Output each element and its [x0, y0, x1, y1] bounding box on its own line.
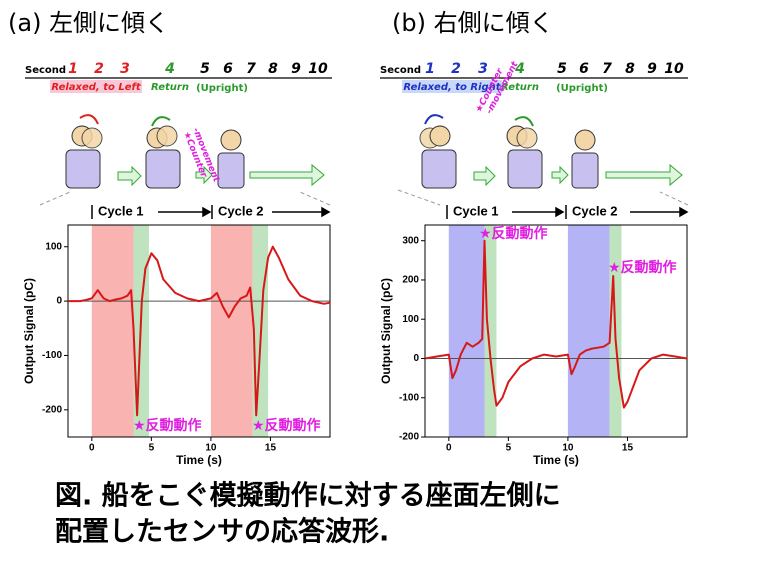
x-axis-label: Time (s)	[176, 453, 222, 467]
phase-region	[210, 225, 253, 437]
phase-region	[484, 225, 497, 437]
panel-heading: (b) 右側に傾く	[392, 9, 554, 37]
y-tick-label: 200	[402, 275, 419, 286]
x-tick-label: 10	[562, 443, 574, 454]
y-tick-label: -100	[399, 392, 419, 403]
illustration	[397, 114, 689, 206]
second-label: Second	[25, 65, 66, 76]
y-tick-label: 0	[413, 353, 419, 364]
y-tick-label: -200	[42, 404, 62, 415]
y-tick-label: 100	[45, 241, 62, 252]
phase-label: Relaxed, to Left	[51, 82, 141, 93]
y-axis-label: Output Signal (pC)	[379, 278, 393, 384]
second-number: 10	[308, 61, 328, 77]
cycles	[91, 205, 689, 219]
second-number: 7	[246, 61, 256, 77]
y-tick-label: -100	[42, 350, 62, 361]
second-number: 10	[664, 61, 684, 77]
second-number: 4	[514, 61, 525, 77]
second-number: 9	[647, 61, 657, 77]
x-tick-label: 0	[446, 443, 452, 454]
cycle-label: Cycle 1	[453, 203, 499, 218]
plot-frame	[424, 224, 688, 438]
x-tick-label: 0	[89, 443, 95, 454]
signal-line	[424, 239, 688, 409]
annotation: ★反動動作	[608, 259, 677, 276]
second-number: 5	[200, 61, 210, 77]
phase-bg	[50, 80, 142, 93]
x-tick-label: 5	[149, 443, 155, 454]
second-number: 6	[579, 61, 589, 77]
x-tick-label: 15	[622, 443, 634, 454]
caption: 図. 船をこぐ模擬動作に対する座面左側に	[55, 480, 561, 512]
second-number: 2	[451, 61, 461, 77]
second-number: 5	[557, 61, 567, 77]
y-tick-label: -200	[399, 432, 419, 443]
return-label: Return	[501, 82, 539, 93]
panel-heading: (a) 左側に傾く	[8, 9, 169, 37]
plots: 1 2 3 4 5 6 7 8 9 10 1 2 3 4 5 6 7 8 9 100 5 10 15-200-1000100…	[22, 61, 688, 467]
y-tick-label: 300	[402, 235, 419, 246]
second-number: 6	[223, 61, 233, 77]
second-number: 2	[94, 61, 104, 77]
counter-label: ★Counter -movement	[181, 127, 221, 185]
y-tick-label: 100	[402, 314, 419, 325]
cycle-label: Cycle 2	[218, 203, 264, 218]
upright-label: (Upright)	[556, 83, 608, 94]
phase-region	[91, 225, 134, 437]
signal-line	[68, 245, 331, 417]
second-number: 4	[164, 61, 175, 77]
phase-label: Relaxed, to Right	[403, 82, 501, 93]
second-number: 1	[68, 61, 78, 77]
cycle-label: Cycle 2	[572, 203, 618, 218]
annotation: ★反動動作	[133, 417, 202, 434]
phase-region	[567, 225, 610, 437]
x-axis-label: Time (s)	[533, 453, 579, 467]
y-tick-label: 0	[56, 296, 62, 307]
return-label: Return	[151, 82, 189, 93]
phase-bg	[402, 80, 502, 93]
illustration	[39, 114, 331, 206]
phase-region	[448, 225, 485, 437]
plot-frame	[67, 224, 331, 438]
second-number: 3	[478, 61, 488, 77]
x-tick-label: 5	[506, 443, 512, 454]
caption: 配置したセンサの応答波形.	[55, 516, 389, 548]
x-tick-label: 15	[265, 443, 277, 454]
second-number: 1	[425, 61, 435, 77]
second-label: Second	[380, 65, 421, 76]
second-number: 3	[120, 61, 130, 77]
second-number: 9	[291, 61, 301, 77]
cycle-label: Cycle 1	[98, 203, 144, 218]
second-number: 8	[268, 61, 278, 77]
x-tick-label: 10	[205, 443, 217, 454]
second-number: 8	[625, 61, 635, 77]
annotation: ★反動動作	[479, 225, 548, 242]
y-axis-label: Output Signal (pC)	[22, 278, 36, 384]
annotation: ★反動動作	[252, 417, 321, 434]
upright-label: (Upright)	[196, 83, 248, 94]
second-number: 7	[602, 61, 612, 77]
